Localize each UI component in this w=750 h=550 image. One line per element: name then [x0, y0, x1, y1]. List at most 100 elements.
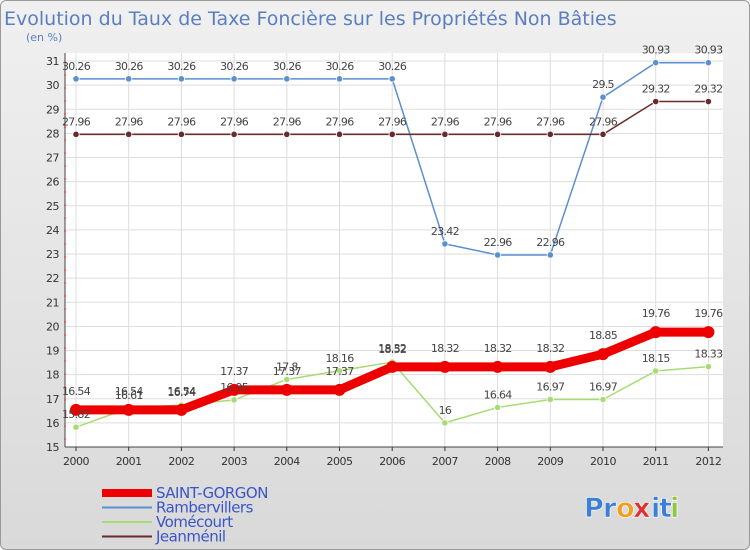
data-point	[544, 360, 557, 373]
data-label: 18.33	[694, 348, 723, 361]
data-label: 30.26	[220, 60, 249, 73]
data-label: 18.32	[378, 342, 406, 355]
data-point	[388, 75, 396, 83]
y-tick-label: 22	[46, 272, 59, 285]
data-point	[438, 360, 451, 373]
data-label: 16.64	[484, 388, 513, 401]
y-tick-label: 19	[46, 345, 59, 358]
y-tick-label: 21	[46, 296, 59, 309]
data-point	[230, 75, 238, 83]
data-point	[230, 396, 238, 404]
data-point	[441, 419, 449, 427]
data-point	[546, 395, 554, 404]
y-tick-label: 25	[46, 200, 59, 213]
x-tick-label: 2000	[63, 455, 89, 468]
x-tick-label: 2011	[643, 455, 669, 468]
legend-label: Rambervillers	[156, 499, 254, 517]
y-tick-label: 16	[46, 417, 59, 430]
data-point	[333, 383, 346, 396]
data-label: 29.32	[642, 83, 670, 96]
data-label: 30.26	[326, 60, 355, 73]
data-labels: 16.54 16.54 16.54 17.37 17.37 17.37 18.32 18.32…	[62, 44, 724, 422]
data-point	[335, 367, 344, 375]
data-label: 22.96	[536, 236, 565, 249]
data-point	[546, 251, 554, 259]
data-point	[125, 75, 133, 83]
data-point	[177, 75, 185, 83]
x-tick-label: 2009	[537, 455, 563, 468]
data-label: 18.85	[589, 329, 618, 342]
data-label: 18.15	[642, 352, 671, 365]
data-label: 18.32	[536, 342, 564, 355]
data-point	[441, 130, 449, 138]
data-point	[704, 97, 713, 106]
data-label: 18.16	[326, 352, 355, 365]
data-point	[70, 403, 82, 416]
data-point	[283, 75, 291, 83]
data-label: 30.26	[62, 60, 91, 73]
logo-letter: x	[633, 493, 650, 524]
data-point	[177, 130, 185, 138]
y-tick-label: 20	[46, 320, 59, 333]
logo-letter: i	[670, 493, 679, 524]
data-point	[280, 383, 293, 396]
data-label: 30.26	[378, 60, 407, 73]
data-point	[597, 348, 609, 361]
data-label: 15.82	[62, 408, 90, 421]
y-tick-label: 17	[46, 393, 59, 406]
data-label: 29.32	[694, 83, 722, 96]
data-label: 18.32	[484, 342, 512, 355]
y-tick-label: 27	[46, 152, 59, 165]
data-point	[493, 403, 502, 412]
data-point	[493, 130, 502, 138]
y-tick-label: 28	[46, 127, 59, 140]
data-point	[335, 75, 344, 83]
x-tick-label: 2008	[485, 455, 511, 468]
logo-letter: t	[659, 493, 672, 524]
data-point	[72, 423, 80, 431]
data-label: 16.54	[62, 385, 91, 398]
data-point	[441, 240, 449, 248]
logo-letter: i	[651, 493, 660, 524]
y-tick-label: 18	[46, 369, 59, 382]
data-point	[704, 363, 713, 371]
x-tick-label: 2010	[590, 455, 616, 468]
x-tick-label: 2005	[327, 455, 353, 468]
data-label: 16	[439, 404, 452, 417]
x-tick-label: 2003	[221, 455, 247, 468]
data-label: 22.96	[484, 236, 513, 249]
data-label: 27.96	[326, 115, 355, 128]
x-tick-label: 2007	[432, 455, 458, 468]
data-point	[491, 360, 504, 373]
data-label: 17.37	[220, 365, 249, 378]
legend-label: SAINT-GORGON	[156, 484, 268, 502]
data-point	[652, 367, 660, 375]
data-label: 27.96	[220, 115, 249, 128]
data-label: 19.76	[694, 307, 723, 320]
data-label: 17.37	[273, 365, 302, 378]
grid	[65, 53, 723, 448]
axes: 15 16 17 18 19 20 21 22 23 24 25 26 27 28 29 30 31 2000 20…	[46, 53, 723, 468]
data-label: 30.26	[273, 60, 302, 73]
data-label: 27.96	[589, 115, 618, 128]
logo-letter: r	[603, 493, 617, 524]
data-label: 27.96	[484, 115, 513, 128]
logo-letter: o	[616, 493, 635, 524]
data-point	[283, 130, 291, 138]
data-label: 27.96	[62, 115, 91, 128]
x-tick-label: 2012	[695, 455, 721, 468]
data-label: 29.5	[592, 78, 614, 91]
data-label: 16.74	[167, 386, 196, 399]
data-point	[493, 251, 502, 259]
data-label: 16.97	[536, 380, 565, 393]
data-point	[599, 93, 607, 101]
data-label: 27.96	[536, 115, 565, 128]
data-point	[335, 130, 344, 138]
data-point	[230, 130, 238, 138]
data-point	[599, 395, 607, 404]
data-label: 16.97	[589, 380, 618, 393]
data-label: 19.76	[642, 307, 671, 320]
data-label: 23.42	[431, 225, 459, 238]
logo-letter: P	[584, 493, 604, 524]
